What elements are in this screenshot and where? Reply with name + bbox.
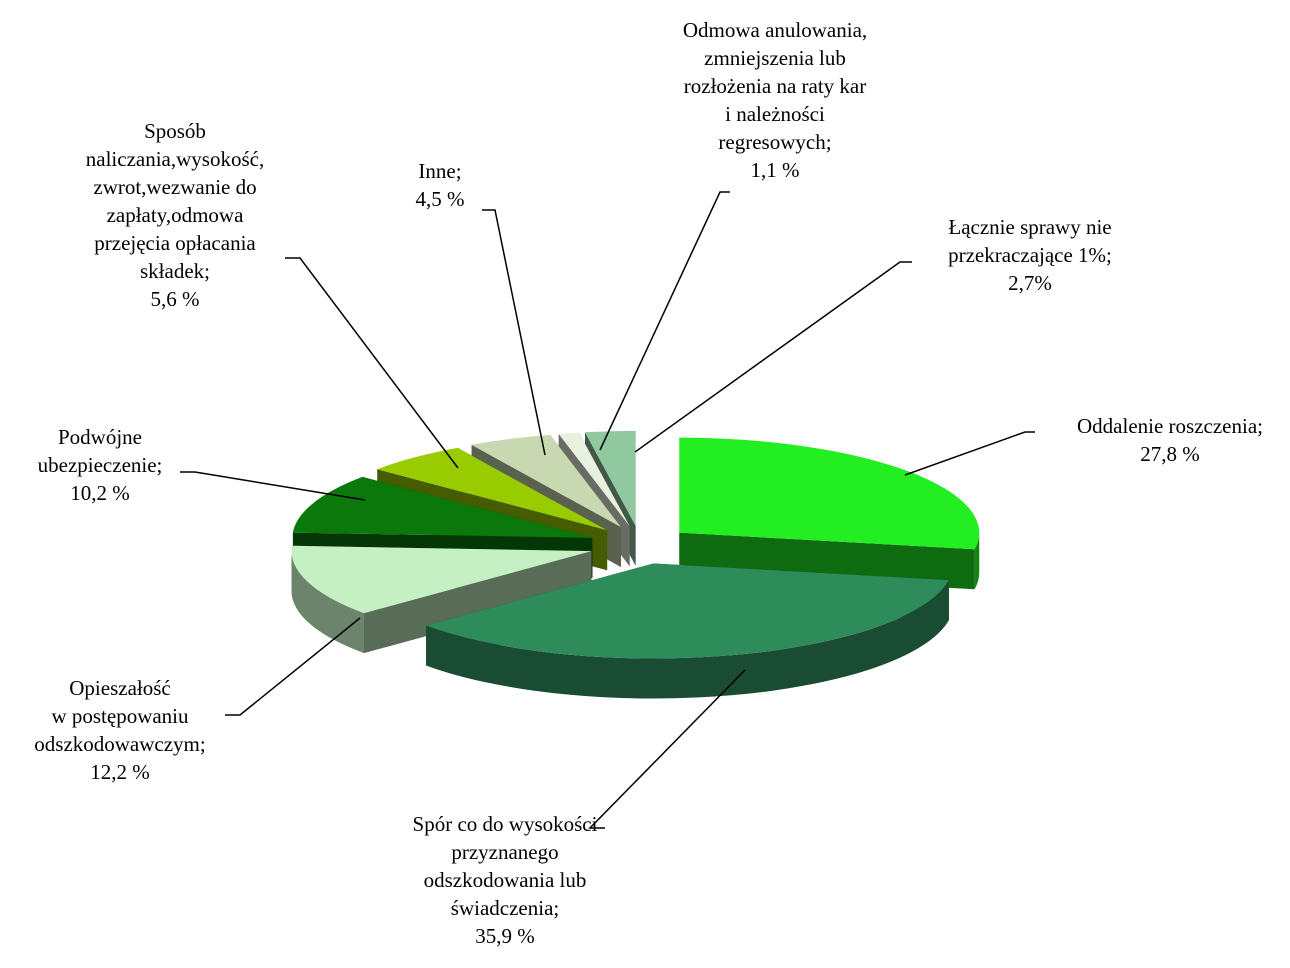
- category-name: Inne;: [418, 159, 462, 183]
- slice-label: Sposób naliczania,wysokość, zwrot,wezwan…: [86, 117, 264, 313]
- slice-side: [974, 532, 980, 590]
- slice-label: Odmowa anulowania, zmniejszenia lub rozł…: [683, 16, 867, 184]
- leader-line: [599, 191, 730, 451]
- category-name: Podwójne ubezpieczenie;: [37, 425, 163, 477]
- slice-label: Oddalenie roszczenia; 27,8 %: [1077, 412, 1263, 468]
- slice: [292, 476, 593, 538]
- slice: [558, 432, 630, 527]
- slice-label: Opieszałość w postępowaniu odszkodowawcz…: [34, 674, 205, 786]
- category-name: Spór co do wysokości przyznanego odszkod…: [412, 812, 598, 920]
- category-name: Odmowa anulowania, zmniejszenia lub rozł…: [682, 18, 868, 154]
- slice: [291, 545, 592, 614]
- slice: [426, 563, 949, 659]
- slice: [585, 430, 636, 526]
- leader-line: [225, 617, 361, 716]
- slice: [471, 434, 622, 528]
- leader-line: [904, 431, 1035, 476]
- category-name: Sposób naliczania,wysokość, zwrot,wezwan…: [85, 119, 265, 283]
- leader-line: [482, 209, 546, 456]
- slice-side: [426, 580, 949, 699]
- value-label: 27,8 %: [1140, 442, 1200, 466]
- category-name: Opieszałość w postępowaniu odszkodowawcz…: [34, 676, 206, 756]
- slice: [377, 447, 608, 531]
- value-label: 5,6 %: [150, 287, 200, 311]
- slice-label: Łącznie sprawy nie przekraczające 1%; 2,7…: [948, 213, 1112, 297]
- leader-line: [285, 257, 459, 469]
- value-label: 2,7%: [1008, 271, 1052, 295]
- slice-label: Inne; 4,5 %: [416, 157, 465, 213]
- leader-line: [588, 669, 746, 829]
- slice: [679, 437, 980, 550]
- slice-side: [291, 551, 364, 654]
- value-label: 1,1 %: [750, 158, 800, 182]
- slice-label: Spór co do wysokości przyznanego odszkod…: [413, 810, 598, 950]
- category-name: Oddalenie roszczenia;: [1077, 414, 1263, 438]
- leader-line: [634, 261, 912, 453]
- value-label: 10,2 %: [70, 481, 130, 505]
- value-label: 35,9 %: [475, 924, 535, 948]
- value-label: 4,5 %: [415, 187, 465, 211]
- category-name: Łącznie sprawy nie przekraczające 1%;: [948, 215, 1112, 267]
- slice-label: Podwójne ubezpieczenie; 10,2 %: [38, 423, 163, 507]
- value-label: 12,2 %: [90, 760, 150, 784]
- leader-line: [180, 471, 366, 501]
